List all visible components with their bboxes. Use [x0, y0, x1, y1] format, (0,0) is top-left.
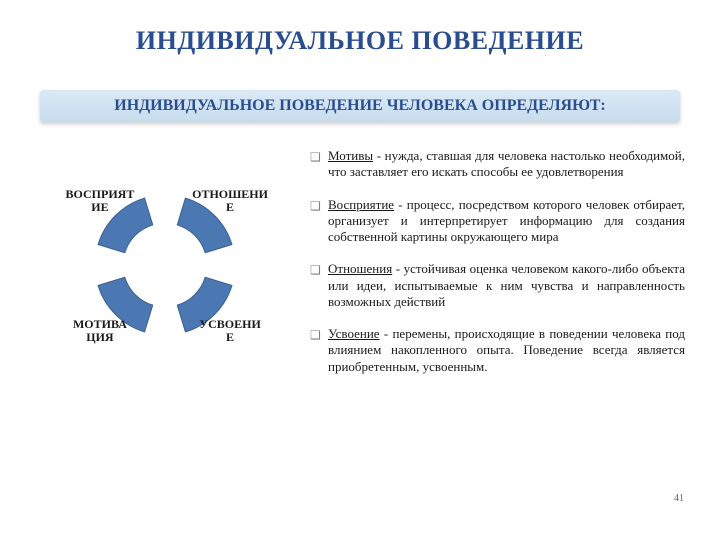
cycle-label: УСВОЕНИЕ [190, 318, 270, 344]
definition-term: Отношения [328, 261, 392, 276]
definition-item: ❑Отношения - устойчивая оценка человеком… [310, 261, 685, 310]
definition-text: Восприятие - процесс, посредством которо… [328, 197, 685, 246]
definition-text: Усвоение - перемены, происходящие в пове… [328, 326, 685, 375]
bullet-icon: ❑ [310, 197, 328, 246]
definition-text: Мотивы - нужда, ставшая для человека нас… [328, 148, 685, 181]
definition-term: Восприятие [328, 197, 394, 212]
cycle-label: ВОСПРИЯТИЕ [60, 188, 140, 214]
cycle-label: МОТИВАЦИЯ [60, 318, 140, 344]
definition-rest: - нужда, ставшая для человека настолько … [328, 148, 685, 179]
cycle-diagram: ВОСПРИЯТИЕ ОТНОШЕНИЕ УСВОЕНИЕ МОТИВАЦИЯ [55, 155, 275, 375]
subtitle-banner: ИНДИВИДУАЛЬНОЕ ПОВЕДЕНИЕ ЧЕЛОВЕКА ОПРЕДЕ… [40, 90, 680, 122]
bullet-icon: ❑ [310, 148, 328, 181]
definition-item: ❑Восприятие - процесс, посредством котор… [310, 197, 685, 246]
definition-rest: - перемены, происходящие в поведении чел… [328, 326, 685, 374]
definition-term: Мотивы [328, 148, 373, 163]
page-title: ИНДИВИДУАЛЬНОЕ ПОВЕДЕНИЕ [0, 26, 720, 56]
definition-item: ❑Усвоение - перемены, происходящие в пов… [310, 326, 685, 375]
cycle-label: ОТНОШЕНИЕ [190, 188, 270, 214]
definition-text: Отношения - устойчивая оценка человеком … [328, 261, 685, 310]
bullet-icon: ❑ [310, 261, 328, 310]
definition-term: Усвоение [328, 326, 380, 341]
bullet-icon: ❑ [310, 326, 328, 375]
definition-list: ❑Мотивы - нужда, ставшая для человека на… [310, 148, 685, 391]
page-number: 41 [674, 493, 684, 504]
definition-item: ❑Мотивы - нужда, ставшая для человека на… [310, 148, 685, 181]
